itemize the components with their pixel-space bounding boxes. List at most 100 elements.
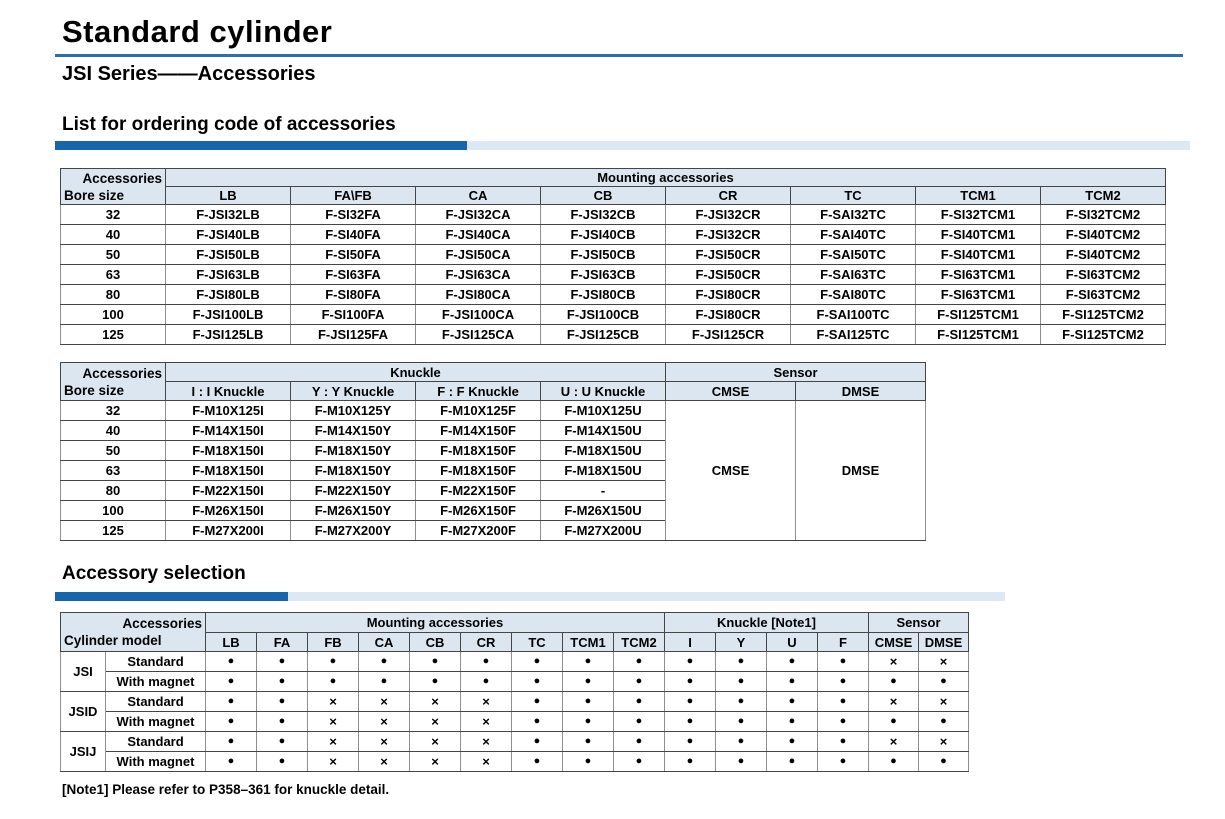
availability-mark: ● [205,651,257,672]
group-header: Sensor [868,612,969,633]
part-number-cell: F-M10X125I [165,400,291,421]
table-row: 32 F-M10X125I F-M10X125Y F-M10X125F F-M10X12… [60,400,926,541]
table-corner-header: Accessories Cylinder model [60,612,206,652]
bore-size-cell: 32 [60,204,166,225]
knuckle-columns-row: I : I Knuckle Y : Y Knuckle F : F Knuckle U… [61,381,926,401]
part-number-cell: F-M18X150U [540,440,666,461]
table-corner-header: Accessories Bore size [60,362,166,401]
part-number-cell: F-SI80FA [290,284,416,305]
availability-mark: × [868,731,919,752]
column-header: I : I Knuckle [165,381,291,401]
column-header: FA\FB [290,186,416,205]
availability-mark: × [409,711,461,732]
bore-size-cell: 63 [60,460,166,481]
part-number-cell: F-M27X200U [540,520,666,541]
part-number-cell: F-JSI100LB [165,304,291,325]
bore-size-cell: 63 [60,264,166,285]
table-row: 100 F-JSI100LB F-SI100FA F-JSI100CA F-JSI100… [60,304,1166,325]
column-header: CA [415,186,541,205]
availability-mark: ● [868,711,919,732]
part-number-cell: F-SI125TCM2 [1040,304,1166,325]
ordering-table-body: 32 F-JSI32LB F-SI32FA F-JSI32CA F-JSI32CB F-J… [60,204,1166,345]
part-number-cell: F-M26X150I [165,500,291,521]
availability-mark: × [358,751,410,772]
availability-mark: ● [460,671,512,692]
availability-mark: ● [918,751,969,772]
part-number-cell: F-M14X150F [415,420,541,441]
knuckle-sensor-table: Accessories Bore size Knuckle Sensor I :… [60,362,926,541]
availability-mark: × [460,711,512,732]
column-header: LB [205,632,257,652]
part-number-cell: F-M18X150F [415,440,541,461]
part-number-cell: F-SI63FA [290,264,416,285]
availability-mark: ● [715,651,767,672]
availability-mark: ● [205,691,257,712]
availability-mark: ● [511,731,563,752]
availability-mark: ● [256,651,308,672]
sensor-value-cell: CMSE [665,400,796,541]
part-number-cell: F-JSI40LB [165,224,291,245]
table-corner-header: Accessories Bore size [60,168,166,205]
part-number-cell: F-JSI125CR [665,324,791,345]
availability-mark: ● [817,711,869,732]
variant-label-cell: Standard [105,651,206,672]
availability-mark: × [918,691,969,712]
availability-mark: ● [766,691,818,712]
sensor-value-cell: DMSE [795,400,926,541]
part-number-cell: F-JSI80CB [540,284,666,305]
selection-table-body: JSI Standard ● ● ● ● ● ● ● ● ● ● ● ● ● × × With magnet ● ● ●… [60,651,969,772]
part-number-cell: F-JSI80LB [165,284,291,305]
ordering-columns-row: LB FA\FB CA CB CR TC TCM1 TCM2 [61,186,1166,205]
part-number-cell: F-SAI32TC [790,204,916,225]
availability-mark: ● [766,651,818,672]
availability-mark: × [307,691,359,712]
availability-mark: × [460,751,512,772]
part-number-cell: F-SI40TCM2 [1040,244,1166,265]
part-number-cell: F-JSI50CR [665,244,791,265]
availability-mark: ● [664,751,716,772]
availability-mark: ● [511,691,563,712]
column-header: TCM1 [562,632,614,652]
group-header: Knuckle [Note1] [664,612,869,633]
part-number-cell: F-SI125TCM2 [1040,324,1166,345]
bore-size-cell: 80 [60,284,166,305]
availability-mark: ● [511,651,563,672]
model-name-cell: JSI [60,651,106,692]
part-number-cell: F-SI32TCM2 [1040,204,1166,225]
column-header: U [766,632,818,652]
column-header: Y [715,632,767,652]
part-number-cell: F-M10X125Y [290,400,416,421]
title-rule [55,54,1183,57]
availability-mark: ● [205,671,257,692]
group-header: Mounting accessories [205,612,665,633]
availability-mark: ● [868,671,919,692]
part-number-cell: F-M22X150I [165,480,291,501]
part-number-cell: F-M14X150I [165,420,291,441]
column-header: F [817,632,869,652]
part-number-cell: F-JSI40CA [415,224,541,245]
part-number-cell: F-JSI32CA [415,204,541,225]
part-number-cell: F-SAI50TC [790,244,916,265]
part-number-cell: F-JSI125LB [165,324,291,345]
availability-mark: × [918,731,969,752]
part-number-cell: F-SAI63TC [790,264,916,285]
column-header: FB [307,632,359,652]
availability-mark: ● [715,691,767,712]
availability-mark: × [409,691,461,712]
availability-mark: × [868,651,919,672]
table-row: 63 F-JSI63LB F-SI63FA F-JSI63CA F-JSI63CB F-J… [60,264,1166,285]
part-number-cell: F-SI125TCM1 [915,304,1041,325]
availability-mark: × [307,711,359,732]
group-header-sensor: Sensor [665,362,926,382]
part-number-cell: F-SI63TCM2 [1040,284,1166,305]
part-number-cell: F-JSI100CA [415,304,541,325]
mounting-accessories-table: Accessories Bore size Mounting accessori… [60,168,1166,345]
availability-mark: ● [511,671,563,692]
availability-mark: ● [205,751,257,772]
column-header: TCM1 [915,186,1041,205]
corner-label-cylinder-model: Cylinder model [64,633,162,648]
corner-label-accessories: Accessories [82,170,162,186]
availability-mark: ● [358,671,410,692]
corner-label-bore-size: Bore size [64,382,125,398]
part-number-cell: F-JSI125FA [290,324,416,345]
